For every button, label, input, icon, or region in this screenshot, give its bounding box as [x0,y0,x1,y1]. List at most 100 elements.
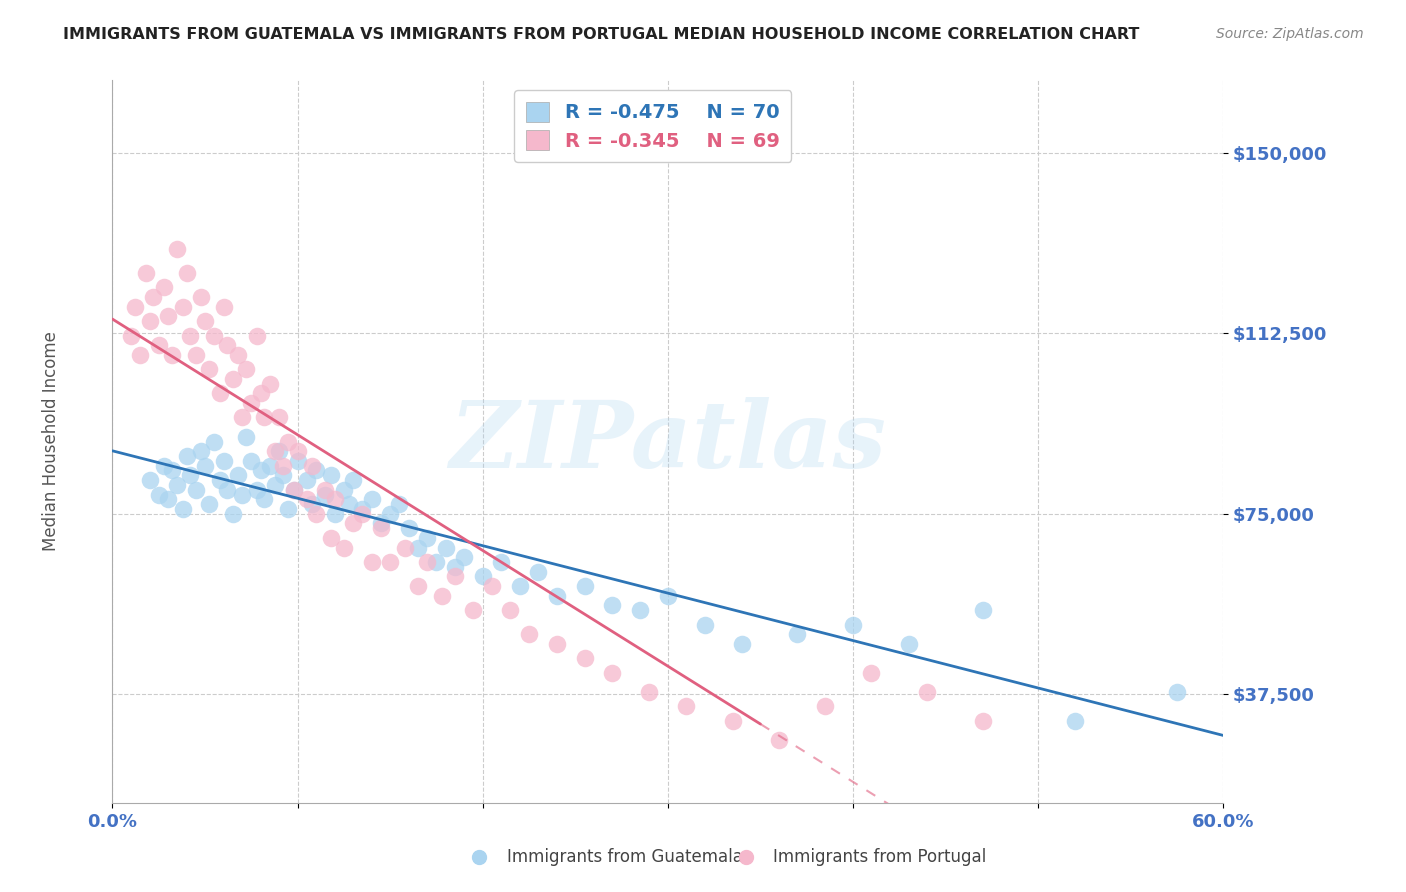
Point [342,516,364,531]
Point [301,458,323,473]
Point [860,665,883,680]
Point [138,314,160,328]
Point [314,483,336,497]
Point [160,463,183,477]
Point [434,541,457,555]
Point [129,348,152,362]
Point [246,328,269,343]
Point [370,521,392,535]
Text: Median Household Income: Median Household Income [42,332,60,551]
Point [231,487,253,501]
Point [277,434,299,449]
Point [972,603,994,617]
Point [176,449,198,463]
Point [463,603,485,617]
Point [153,458,176,473]
Point [786,627,808,641]
Point [628,603,651,617]
Point [231,410,253,425]
Point [283,483,305,497]
Point [179,328,201,343]
Point [120,328,142,343]
Point [235,430,257,444]
Point [342,473,364,487]
Point [246,483,269,497]
Point [194,314,217,328]
Point [277,502,299,516]
Point [249,386,271,401]
Point [398,521,420,535]
Point [249,463,271,477]
Point [264,444,287,458]
Point [222,507,245,521]
Point [212,300,235,314]
Point [509,579,531,593]
Point [166,242,188,256]
Point [287,444,309,458]
Point [333,483,356,497]
Point [814,699,837,714]
Text: ZIPatlas: ZIPatlas [450,397,886,486]
Point [314,487,336,501]
Point [731,637,754,651]
Point [394,541,416,555]
Point [602,665,624,680]
Point [1166,685,1188,699]
Point [271,458,294,473]
Point [416,555,439,569]
Point [574,651,596,665]
Point [301,497,323,511]
Point [527,565,550,579]
Point [380,555,402,569]
Point [352,502,374,516]
Point [319,468,342,483]
Point [352,507,374,521]
Point [323,507,346,521]
Point [157,492,180,507]
Point [184,483,207,497]
Point [138,473,160,487]
Point [416,531,439,545]
Point [453,550,475,565]
Point [360,555,382,569]
Point [675,699,697,714]
Point [370,516,392,531]
Point [444,559,467,574]
Point [253,492,276,507]
Point [471,569,494,583]
Point [240,454,263,468]
Point [253,410,276,425]
Point [517,627,540,641]
Point [271,468,294,483]
Text: Immigrants from Portugal: Immigrants from Portugal [773,848,987,866]
Point [197,362,219,376]
Point [166,478,188,492]
Point [339,497,361,511]
Point [546,589,568,603]
Point [176,266,198,280]
Point [693,617,716,632]
Point [380,507,402,521]
Point [142,290,165,304]
Point [135,266,157,280]
Legend: R = -0.475    N = 70, R = -0.345    N = 69: R = -0.475 N = 70, R = -0.345 N = 69 [515,90,792,162]
Point [160,348,183,362]
Point [148,338,170,352]
Point [425,555,447,569]
Text: Source: ZipAtlas.com: Source: ZipAtlas.com [1216,27,1364,41]
Point [499,603,522,617]
Point [323,492,346,507]
Point [406,579,429,593]
Point [319,531,342,545]
Point [264,478,287,492]
Point [184,348,207,362]
Point [287,454,309,468]
Point [228,348,250,362]
Point [157,310,180,324]
Point [190,444,212,458]
Point [235,362,257,376]
Point [388,497,411,511]
Point [190,290,212,304]
Point [406,541,429,555]
Point [179,468,201,483]
